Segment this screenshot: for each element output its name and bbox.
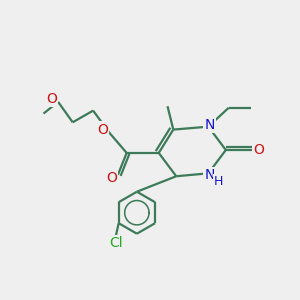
Text: O: O <box>106 171 117 185</box>
Text: Cl: Cl <box>109 236 123 250</box>
Text: O: O <box>97 123 108 136</box>
Text: H: H <box>214 175 223 188</box>
Text: N: N <box>205 118 215 132</box>
Text: O: O <box>46 92 57 106</box>
Text: O: O <box>254 143 264 157</box>
Text: N: N <box>205 168 215 182</box>
